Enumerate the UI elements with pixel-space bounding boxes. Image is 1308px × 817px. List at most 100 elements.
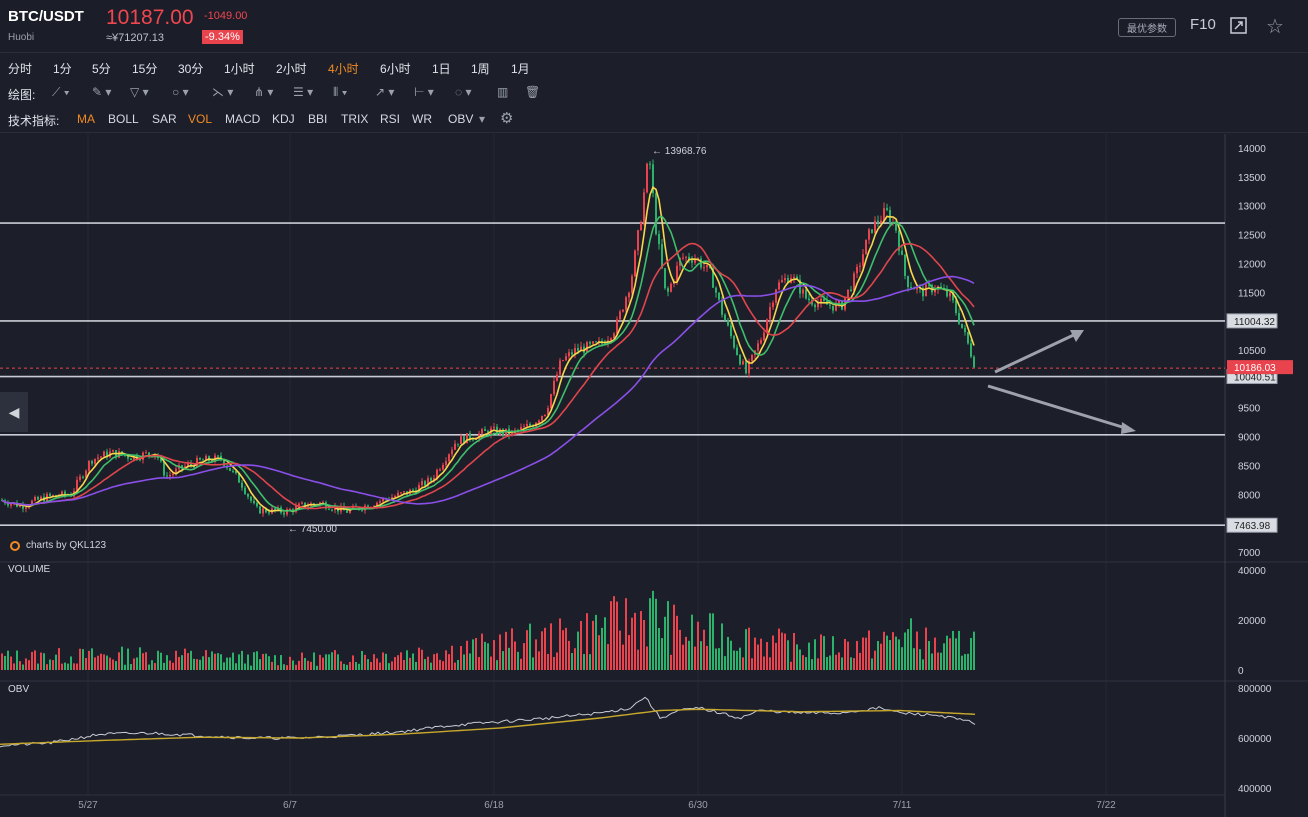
volume-bar [97, 655, 99, 670]
candle-body [934, 289, 936, 293]
bar-stats-icon[interactable]: ▥ [497, 85, 509, 99]
candle-body [895, 222, 897, 231]
tf-2h[interactable]: 2小时 [276, 62, 307, 76]
tf-30m[interactable]: 30分 [178, 62, 204, 76]
candle-body [229, 467, 231, 471]
candle-body [160, 458, 162, 462]
fib-tool-icon[interactable]: ☰ ▾ [293, 85, 314, 99]
down-arrow-head [1121, 422, 1136, 434]
candle-body [622, 309, 624, 312]
ind-rsi[interactable]: RSI [380, 112, 401, 126]
pair-title[interactable]: BTC/USDT [8, 8, 84, 25]
candle-body [970, 343, 972, 357]
zigzag-tool-icon[interactable]: ⋋ ▾ [212, 85, 234, 99]
ind-boll[interactable]: BOLL [108, 112, 139, 126]
volume-bar [454, 662, 456, 670]
volume-bar [760, 638, 762, 670]
candle-body [955, 300, 957, 314]
candle-body [112, 450, 114, 452]
candle-body [220, 455, 222, 460]
best-params-button[interactable]: 最优参数 [1118, 18, 1176, 37]
last-price: 10187.00 [106, 6, 194, 29]
level-label-box [1226, 313, 1278, 329]
candle-body [778, 282, 780, 290]
candle-body [328, 508, 330, 510]
tf-4h[interactable]: 4小时 [328, 62, 359, 76]
ind-wr[interactable]: WR [412, 112, 432, 126]
indicator-toolbar: 技术指标: MA BOLL SAR VOL MACD KDJ BBI TRIX … [0, 108, 1308, 133]
volume-bar [829, 655, 831, 670]
tf-fenshi[interactable]: 分时 [8, 62, 33, 76]
candle-body [949, 292, 951, 297]
volume-bar [430, 662, 432, 670]
volume-bar [625, 598, 627, 670]
volume-bar [172, 662, 174, 670]
line-tool-icon[interactable]: ⟋ ▾ [52, 85, 70, 99]
ind-kdj[interactable]: KDJ [272, 112, 295, 126]
candle-body [904, 254, 906, 276]
candle-body [514, 430, 516, 432]
obv-dropdown-icon[interactable]: ▾ [479, 112, 486, 126]
volume-bar [538, 651, 540, 670]
volume-bar [706, 645, 708, 670]
ind-obv[interactable]: OBV [448, 112, 474, 126]
volume-bar [466, 640, 468, 670]
candle-body [787, 278, 789, 284]
ind-ma[interactable]: MA [77, 112, 95, 126]
candle-body [202, 459, 204, 461]
fullscreen-icon[interactable] [1230, 17, 1247, 34]
ind-sar[interactable]: SAR [152, 112, 177, 126]
tf-1mo[interactable]: 1月 [511, 62, 530, 76]
ind-macd[interactable]: MACD [225, 112, 261, 126]
gann-tool-icon[interactable]: ⦀ ▾ [333, 85, 348, 99]
ind-vol[interactable]: VOL [188, 112, 213, 126]
f10-button[interactable]: F10 [1190, 16, 1216, 33]
volume-bar [259, 659, 261, 670]
arrow-tool-icon[interactable]: ↗ ▾ [375, 85, 395, 99]
scroll-left-button[interactable]: ◀ [0, 392, 28, 432]
candle-body [610, 338, 612, 341]
volume-bar [910, 618, 912, 670]
candle-body [925, 284, 927, 297]
tf-6h[interactable]: 6小时 [380, 62, 411, 76]
price-change: -1049.00 [204, 10, 248, 22]
tf-5m[interactable]: 5分 [92, 62, 111, 76]
measure-tool-icon[interactable]: ⊢ ▾ [414, 85, 434, 99]
volume-bar [853, 658, 855, 670]
tf-1m[interactable]: 1分 [53, 62, 72, 76]
candle-body [241, 482, 243, 488]
tf-1h[interactable]: 1小时 [224, 62, 255, 76]
candle-body [433, 478, 435, 481]
volume-bar [568, 640, 570, 670]
candle-body [898, 230, 900, 251]
pen-tool-icon[interactable]: ✎ ▾ [92, 85, 112, 99]
candle-body [298, 503, 300, 506]
candle-body [706, 265, 708, 268]
channel-tool-icon[interactable]: ▽ ▾ [130, 85, 149, 99]
favorite-star-icon[interactable]: ☆ [1266, 16, 1284, 38]
volume-bar [40, 652, 42, 670]
tf-1d[interactable]: 1日 [432, 62, 451, 76]
volume-bar [547, 653, 549, 670]
circle-tool-icon[interactable]: ○ ▾ [172, 85, 189, 99]
ind-bbi[interactable]: BBI [308, 112, 328, 126]
pattern-tool-icon[interactable]: ⋔ ▾ [254, 85, 274, 99]
volume-bar [70, 656, 72, 670]
volume-bar [487, 643, 489, 670]
candle-body [766, 319, 768, 333]
level-label: 10040.51 [1234, 373, 1276, 384]
candle-body [793, 276, 795, 278]
candle-body [871, 229, 873, 233]
price-tick-label: 13500 [1238, 173, 1266, 184]
volume-bar [217, 653, 219, 670]
comment-tool-icon[interactable]: ◌ ▾ [455, 85, 472, 99]
trash-icon[interactable]: 🗑 [525, 85, 541, 99]
tf-1w[interactable]: 1周 [471, 62, 490, 76]
candle-body [829, 304, 831, 306]
volume-bar [46, 664, 48, 670]
gear-icon[interactable]: ⚙ [500, 110, 514, 127]
volume-bar [907, 629, 909, 670]
ind-trix[interactable]: TRIX [341, 112, 369, 126]
tf-15m[interactable]: 15分 [132, 62, 158, 76]
